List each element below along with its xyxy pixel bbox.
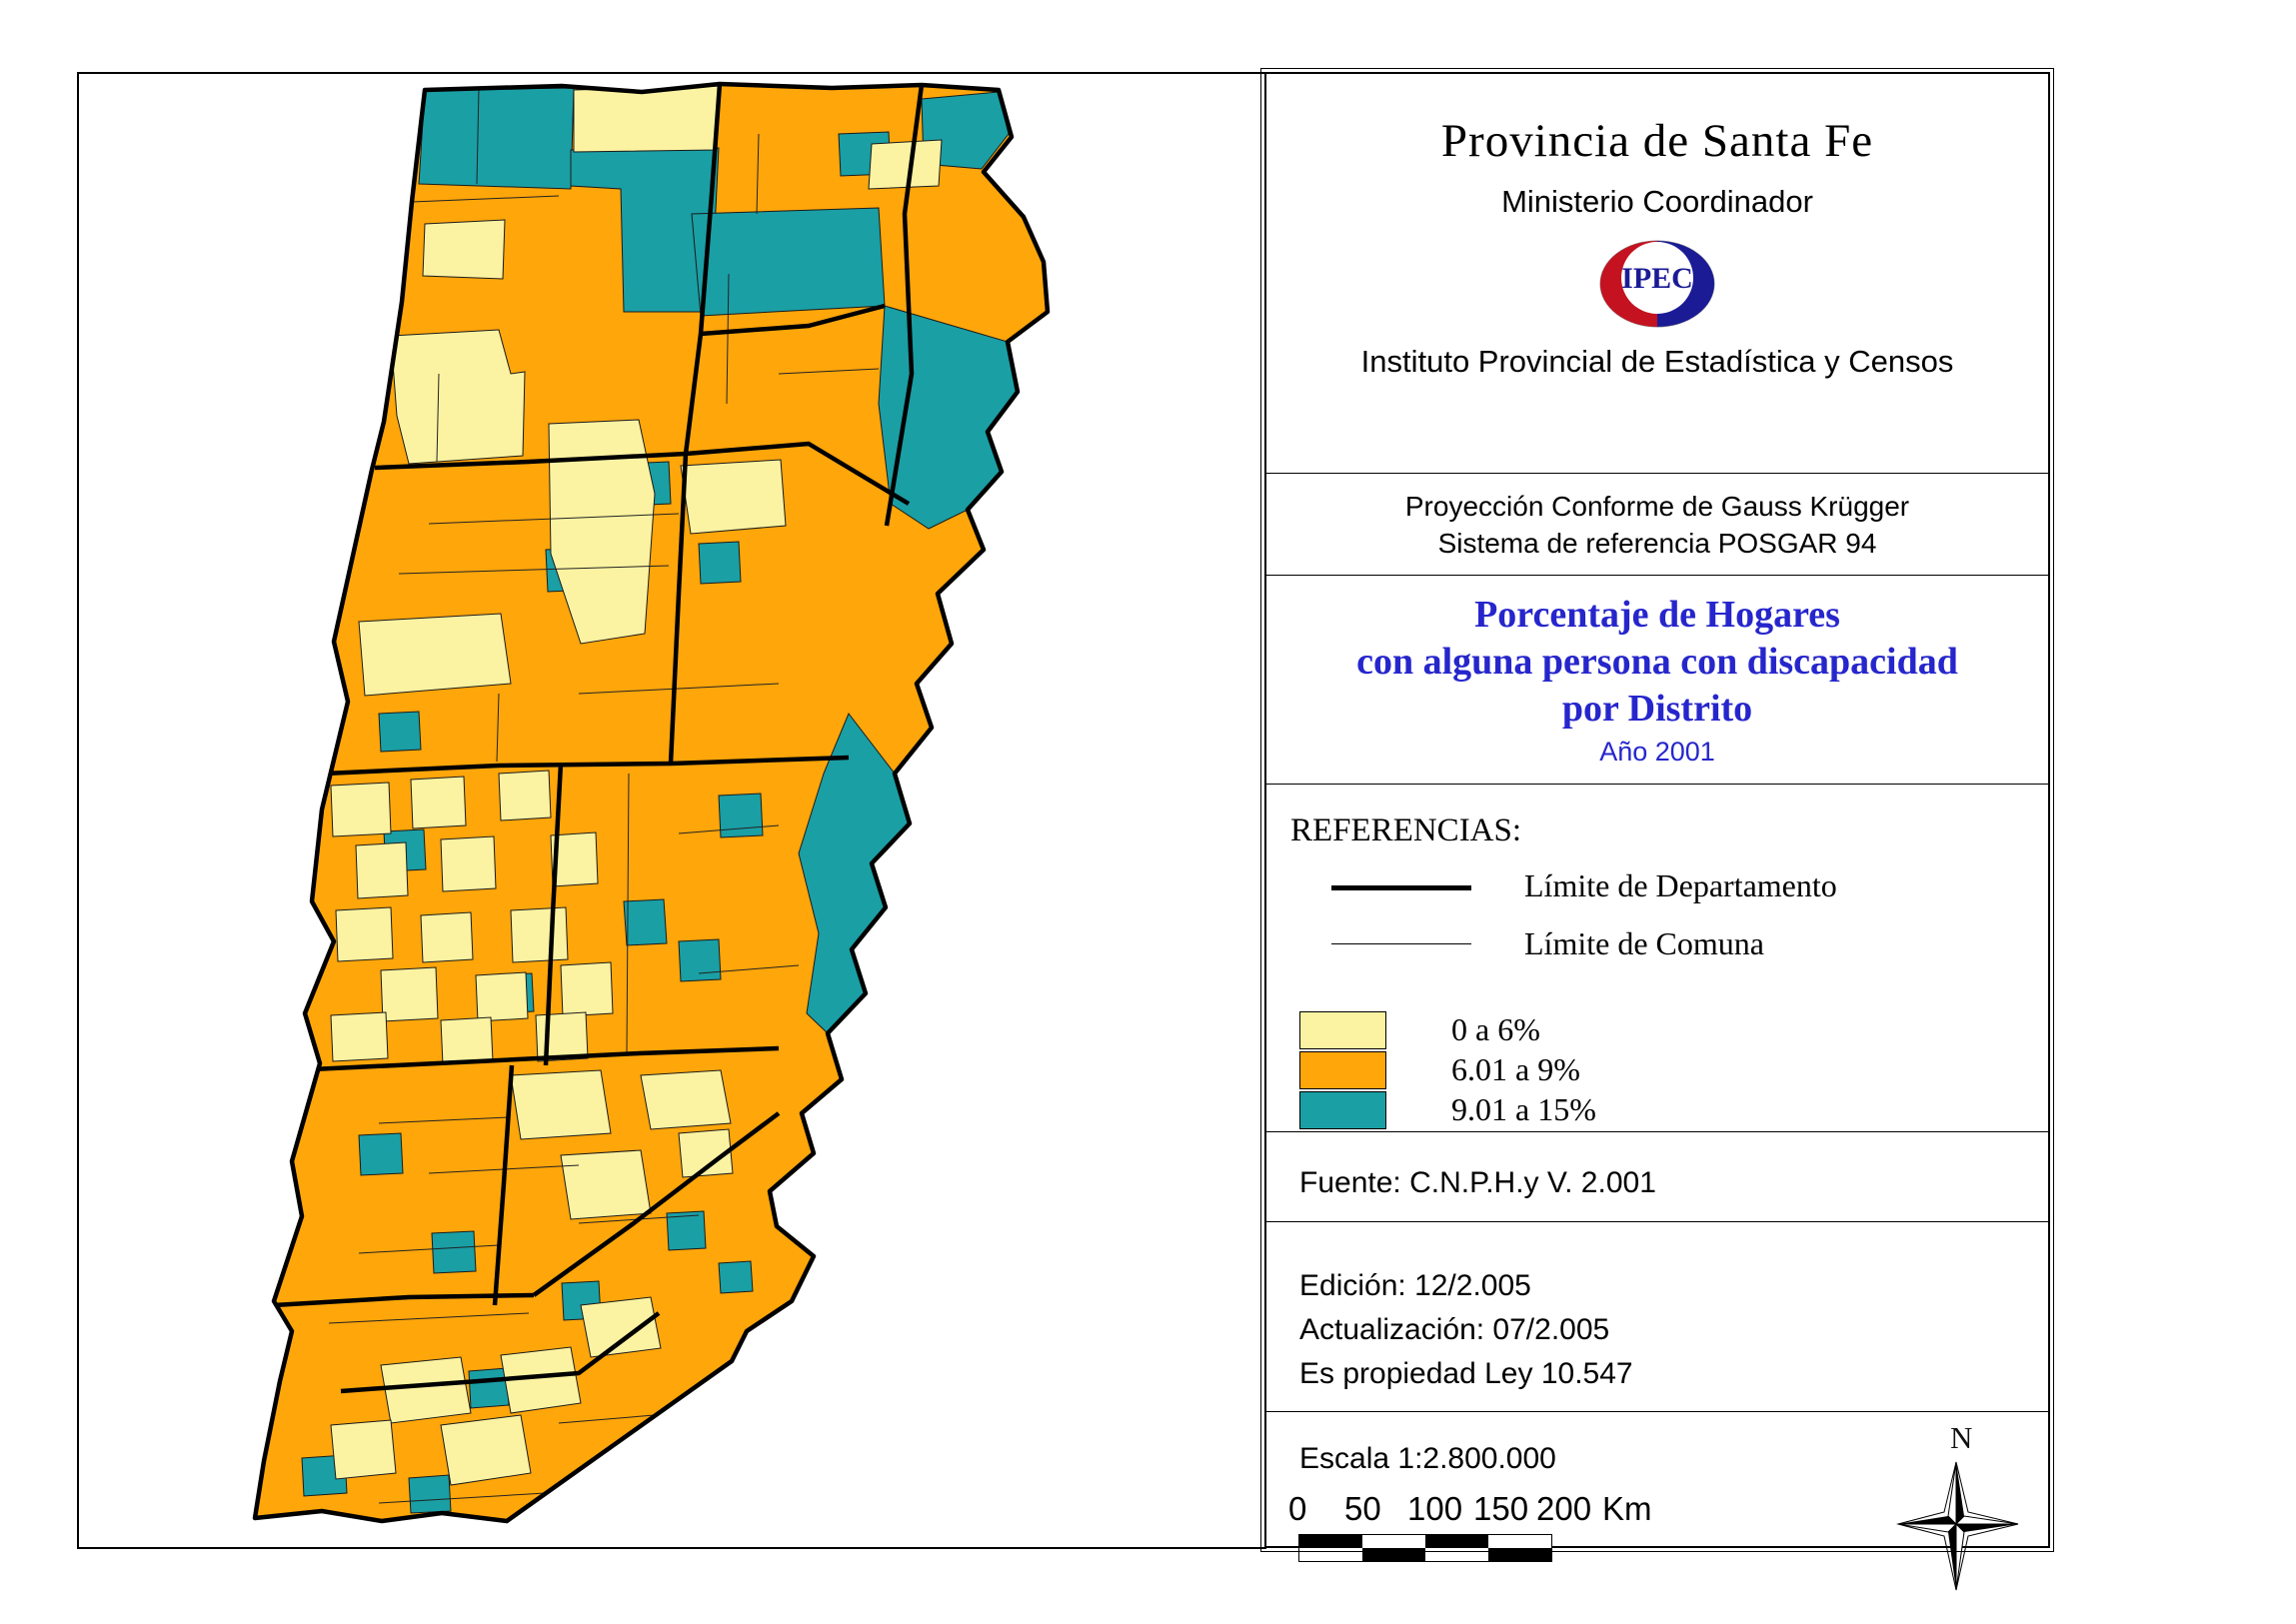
scale-tick-0: 0 bbox=[1288, 1490, 1307, 1527]
comuna-line-label: Límite de Comuna bbox=[1524, 925, 1764, 961]
choropleth-map bbox=[252, 81, 1051, 1524]
update-text: Actualización: 07/2.005 bbox=[1299, 1313, 1610, 1346]
ipec-logo-icon: IPEC bbox=[1599, 240, 1715, 328]
scale-bar: 0 50 100 150 200 Km bbox=[1284, 1490, 1704, 1562]
legend-item-class3: 9.01 a 15% bbox=[1266, 1091, 2048, 1131]
ipec-logo-text: IPEC bbox=[1621, 262, 1693, 295]
page-title: Provincia de Santa Fe bbox=[1440, 115, 1874, 167]
references-heading: REFERENCIAS: bbox=[1290, 812, 1522, 848]
legend-swatch-class1 bbox=[1299, 1011, 1386, 1049]
map-title-section: Porcentaje de Hogares con alguna persona… bbox=[1266, 575, 2048, 784]
legend-item-class2: 6.01 a 9% bbox=[1266, 1051, 2048, 1091]
legend-item-class1: 0 a 6% bbox=[1266, 1011, 2048, 1051]
scale-tick-100: 100 bbox=[1407, 1490, 1463, 1527]
comuna-line-sample bbox=[1331, 943, 1471, 944]
legend: 0 a 6% 6.01 a 9% 9.01 a 15% bbox=[1266, 1011, 2048, 1131]
map-title-line3: por Distrito bbox=[1561, 688, 1753, 730]
institute-name: Instituto Provincial de Estadística y Ce… bbox=[1360, 344, 1954, 379]
compass-rose-icon bbox=[1896, 1461, 2019, 1591]
department-line-label: Límite de Departamento bbox=[1524, 867, 1837, 903]
compass-rose: N bbox=[1876, 1420, 2036, 1591]
edition-text: Edición: 12/2.005 bbox=[1299, 1269, 1531, 1302]
scale-unit: Km bbox=[1602, 1490, 1652, 1527]
scale-tick-150: 150 bbox=[1473, 1490, 1529, 1527]
projection-line1: Proyección Conforme de Gauss Krügger bbox=[1404, 491, 1910, 522]
title-section: Provincia de Santa Fe Ministerio Coordin… bbox=[1266, 114, 2048, 473]
projection-section: Proyección Conforme de Gauss Krügger Sis… bbox=[1266, 473, 2048, 575]
province-outline bbox=[252, 81, 1051, 1524]
property-text: Es propiedad Ley 10.547 bbox=[1299, 1357, 1633, 1390]
references-section: REFERENCIAS: Límite de Departamento Lími… bbox=[1266, 784, 2048, 1131]
scale-tick-200: 200 bbox=[1536, 1490, 1592, 1527]
projection-line2: Sistema de referencia POSGAR 94 bbox=[1437, 528, 1877, 559]
map-title-line1: Porcentaje de Hogares bbox=[1474, 594, 1840, 636]
map-title-line2: con alguna persona con discapacidad bbox=[1356, 641, 1958, 683]
department-line-sample bbox=[1331, 885, 1471, 890]
scale-tick-50: 50 bbox=[1344, 1490, 1381, 1527]
source-section: Fuente: C.N.P.H.y V. 2.001 bbox=[1266, 1131, 2048, 1221]
reference-item-departamento: Límite de Departamento bbox=[1266, 865, 2048, 907]
scale-bar-checker bbox=[1298, 1534, 1552, 1562]
map-title-year: Año 2001 bbox=[1599, 737, 1715, 767]
legend-swatch-class3 bbox=[1299, 1091, 1386, 1129]
ipec-logo: IPEC bbox=[1596, 238, 1718, 330]
info-panel: Provincia de Santa Fe Ministerio Coordin… bbox=[1260, 68, 2054, 1591]
legend-label-class2: 6.01 a 9% bbox=[1451, 1051, 1580, 1087]
scale-text: Escala 1:2.800.000 bbox=[1299, 1442, 1556, 1475]
legend-label-class3: 9.01 a 15% bbox=[1451, 1091, 1596, 1127]
edition-section: Edición: 12/2.005 Actualización: 07/2.00… bbox=[1266, 1221, 2048, 1411]
source-text: Fuente: C.N.P.H.y V. 2.001 bbox=[1299, 1166, 1656, 1199]
legend-label-class1: 0 a 6% bbox=[1451, 1011, 1540, 1047]
department-boundaries bbox=[273, 84, 925, 1394]
compass-north-label: N bbox=[1950, 1420, 1973, 1455]
legend-swatch-class2 bbox=[1299, 1051, 1386, 1089]
subtitle: Ministerio Coordinador bbox=[1501, 184, 1813, 219]
reference-item-comuna: Límite de Comuna bbox=[1266, 923, 2048, 965]
scale-section: Escala 1:2.800.000 0 50 100 150 200 Km N bbox=[1266, 1411, 2048, 1591]
map-frame bbox=[77, 72, 1266, 1549]
scale-ticks: 0 50 100 150 200 Km bbox=[1284, 1490, 1704, 1528]
